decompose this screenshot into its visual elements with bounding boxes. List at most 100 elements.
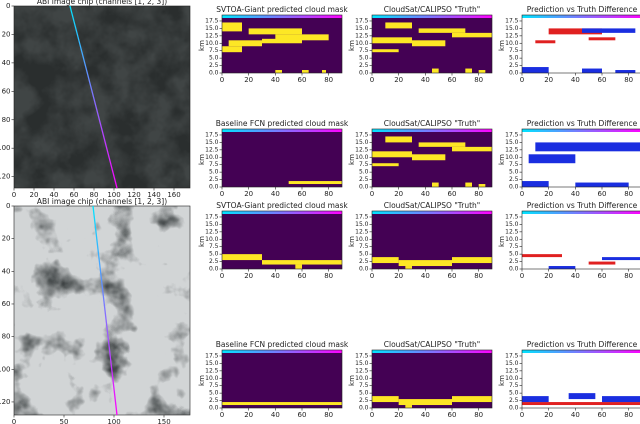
y-tick-label: 2.5 <box>509 258 519 265</box>
y-tick-label: 17.5 <box>355 213 369 220</box>
y-tick-label: 2.5 <box>359 62 369 69</box>
track-strip <box>522 129 640 132</box>
y-axis-label: km <box>498 154 506 165</box>
x-tick-label: 100 <box>107 418 120 424</box>
y-tick-label: 0 <box>6 202 10 210</box>
track-strip <box>372 211 492 214</box>
panel-frame <box>221 349 343 409</box>
y-tick-label: 15.0 <box>205 25 219 32</box>
y-tick-label: 5.0 <box>209 55 219 62</box>
x-tick-label: 20 <box>544 272 553 280</box>
y-tick-label: 10.0 <box>505 236 519 243</box>
y-tick-label: 0.0 <box>359 266 369 273</box>
cloud-box <box>372 257 399 264</box>
y-tick-label: 17.5 <box>355 352 369 359</box>
x-tick-label: 80 <box>474 272 483 280</box>
panel-title: Baseline FCN predicted cloud mask <box>216 119 349 128</box>
x-tick-label: 60 <box>598 272 607 280</box>
cloud-box <box>418 142 466 147</box>
y-tick-label: 10.0 <box>355 154 369 161</box>
panel-frame <box>521 14 640 74</box>
cloud-box <box>535 40 556 44</box>
y-tick-label: 7.5 <box>509 161 519 168</box>
cloud-box <box>548 266 576 269</box>
y-tick-label: 7.5 <box>209 243 219 250</box>
image-chip <box>13 5 191 189</box>
x-tick-label: 40 <box>421 272 430 280</box>
y-tick-label: 0.0 <box>209 405 219 412</box>
x-tick-label: 60 <box>448 190 457 198</box>
cloud-box <box>412 40 446 47</box>
y-tick-label: 7.5 <box>209 47 219 54</box>
cloud-box <box>372 37 412 44</box>
y-axis-label: km <box>198 375 206 386</box>
y-tick-label: 20 <box>2 235 11 243</box>
x-tick-label: 20 <box>394 190 403 198</box>
cloud-box <box>262 38 302 44</box>
cloud-box <box>405 405 412 408</box>
y-tick-label: 5.0 <box>209 390 219 397</box>
y-tick-label: 12.5 <box>505 146 519 153</box>
y-tick-label: 10.0 <box>355 40 369 47</box>
y-tick-label: 0.0 <box>209 70 219 77</box>
x-tick-label: 60 <box>448 272 457 280</box>
cloud-box <box>372 151 412 158</box>
x-tick-label: 80 <box>624 411 633 419</box>
y-tick-label: 10.0 <box>355 236 369 243</box>
y-tick-label: 5.0 <box>209 251 219 258</box>
y-tick-label: 10.0 <box>505 154 519 161</box>
y-tick-label: 7.5 <box>509 382 519 389</box>
y-tick-label: 5.0 <box>359 251 369 258</box>
y-tick-label: 0.0 <box>359 405 369 412</box>
y-tick-label: 5.0 <box>509 251 519 258</box>
cloud-box <box>575 182 629 187</box>
y-tick-label: 12.5 <box>355 146 369 153</box>
x-tick-label: 80 <box>624 76 633 84</box>
y-tick-label: 10.0 <box>205 236 219 243</box>
panel-title: SVTOA-Giant predicted cloud mask <box>216 201 348 210</box>
cloud-box <box>432 182 439 187</box>
x-tick-label: 80 <box>624 272 633 280</box>
x-tick-label: 80 <box>90 191 99 199</box>
cloud-box <box>405 266 412 269</box>
y-tick-label: 7.5 <box>359 47 369 54</box>
panel-frame <box>521 349 640 409</box>
cloud-box <box>522 181 549 187</box>
panel-frame <box>371 210 493 270</box>
x-tick-label: 20 <box>394 272 403 280</box>
cloud-box <box>275 70 282 73</box>
y-tick-label: 2.5 <box>509 62 519 69</box>
x-tick-label: 60 <box>298 190 307 198</box>
y-tick-label: 2.5 <box>209 176 219 183</box>
y-tick-label: 10.0 <box>205 40 219 47</box>
y-tick-label: 5.0 <box>359 55 369 62</box>
x-tick-label: 40 <box>571 411 580 419</box>
y-axis-label: km <box>348 154 356 165</box>
panel-title: Prediction vs Truth Difference <box>527 201 638 210</box>
x-tick-label: 20 <box>394 411 403 419</box>
y-tick-label: 10.0 <box>505 375 519 382</box>
y-tick-label: 60 <box>2 300 11 308</box>
x-tick-label: 20 <box>544 411 553 419</box>
x-tick-label: 0 <box>370 190 374 198</box>
panel-title: CloudSat/CALIPSO "Truth" <box>384 5 481 14</box>
y-tick-label: 5.0 <box>359 169 369 176</box>
y-tick-label: 15.0 <box>355 25 369 32</box>
y-tick-label: 10.0 <box>355 375 369 382</box>
x-tick-label: 0 <box>220 190 224 198</box>
y-tick-label: 17.5 <box>355 17 369 24</box>
cloud-box <box>295 264 302 269</box>
panel-title: SVTOA-Giant predicted cloud mask <box>216 5 348 14</box>
y-tick-label: 7.5 <box>509 243 519 250</box>
cloud-box <box>418 28 466 33</box>
cloud-box <box>372 396 399 403</box>
x-tick-label: 0 <box>370 411 374 419</box>
y-tick-label: 12.5 <box>205 367 219 374</box>
panel-title: Prediction vs Truth Difference <box>527 340 638 349</box>
panel-title: CloudSat/CALIPSO "Truth" <box>384 119 481 128</box>
x-tick-label: 40 <box>271 272 280 280</box>
x-tick-label: 0 <box>370 76 374 84</box>
y-tick-label: 7.5 <box>209 382 219 389</box>
cloud-box <box>522 67 549 73</box>
track-strip <box>522 15 640 18</box>
